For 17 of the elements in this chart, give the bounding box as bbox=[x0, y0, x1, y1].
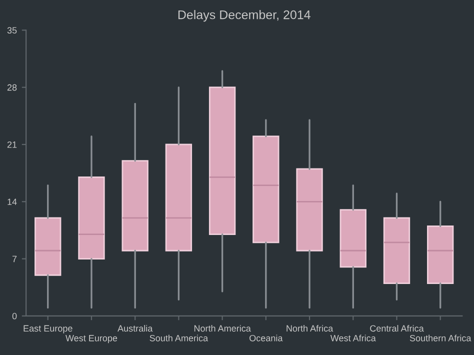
x-tick-label: North America bbox=[194, 324, 251, 332]
x-tick-label: Southern Africa bbox=[410, 334, 472, 342]
x-tick-label: West Europe bbox=[66, 335, 118, 344]
y-tick-label: 7 bbox=[12, 256, 17, 262]
x-tick-label: South America bbox=[150, 334, 208, 342]
y-tick-label: 28 bbox=[7, 84, 17, 91]
y-tick-label: 35 bbox=[7, 27, 17, 34]
y-tick-label: 14 bbox=[8, 198, 17, 205]
x-tick-label: East Europe bbox=[24, 325, 72, 334]
x-tick-label: West Africa bbox=[330, 334, 376, 342]
x-tick-label: North Africa bbox=[286, 324, 334, 332]
chart-title: Delays December, 2014 bbox=[178, 10, 310, 22]
x-tick-label: Oceania bbox=[250, 334, 283, 342]
x-tick-label: Central Africa bbox=[370, 324, 424, 332]
y-tick-label: 21 bbox=[7, 141, 17, 148]
x-tick-label: Australia bbox=[118, 324, 153, 332]
y-tick-label: 0 bbox=[12, 312, 17, 320]
